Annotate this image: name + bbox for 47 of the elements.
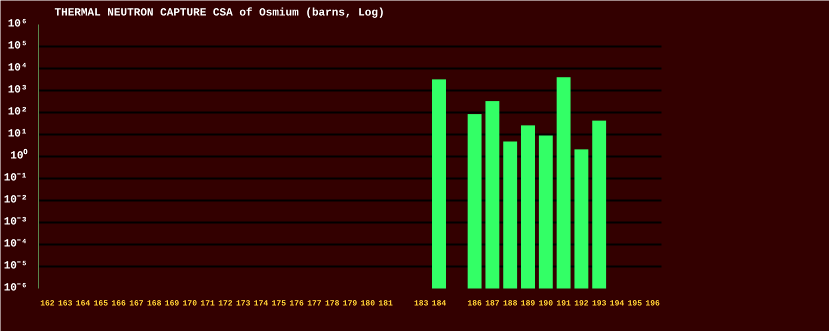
x-tick-label: 165 xyxy=(94,300,108,308)
y-tick-label: 10⁰ xyxy=(10,148,28,162)
x-tick-label: 191 xyxy=(556,300,571,308)
x-tick-label: 163 xyxy=(58,300,73,308)
x-tick-label: 186 xyxy=(467,300,482,308)
y-tick-label: 10⁶ xyxy=(8,18,28,30)
y-tick-label: 10² xyxy=(8,106,28,118)
x-tick-label: 173 xyxy=(236,300,251,308)
x-tick-label: 193 xyxy=(592,300,607,308)
x-tick-label: 192 xyxy=(574,300,589,308)
x-tick-label: 196 xyxy=(645,300,660,308)
x-tick-label: 178 xyxy=(325,300,340,308)
y-tick-label: 10⁻⁴ xyxy=(4,238,28,250)
x-tick-label: 168 xyxy=(147,300,162,308)
y-tick-label: 10⁻¹ xyxy=(4,172,28,184)
x-tick-label: 174 xyxy=(254,300,268,308)
y-tick-label: 10⁴ xyxy=(8,62,28,74)
y-tick-label: 10⁻² xyxy=(4,194,28,206)
chart-title: THERMAL NEUTRON CAPTURE CSA of Osmium (barns, Log) xyxy=(54,6,385,20)
x-tick-label: 172 xyxy=(218,300,233,308)
x-tick-label: 195 xyxy=(628,300,642,308)
x-tick-label: 170 xyxy=(182,300,198,308)
x-tick-label: 189 xyxy=(520,300,536,308)
x-tick-label: 162 xyxy=(40,300,55,308)
x-tick-label: 181 xyxy=(378,300,393,308)
x-tick-label: 194 xyxy=(610,300,624,308)
x-tick-label: 188 xyxy=(503,300,518,308)
y-tick-label: 10¹ xyxy=(8,128,28,140)
x-tick-label: 171 xyxy=(200,300,215,308)
x-tick-label: 190 xyxy=(538,300,554,308)
x-tick-label: 177 xyxy=(307,300,322,308)
x-tick-label: 166 xyxy=(111,300,126,308)
x-tick-label: 176 xyxy=(289,300,304,308)
x-tick-label: 175 xyxy=(272,300,286,308)
x-tick-label: 187 xyxy=(485,300,500,308)
x-tick-label: 164 xyxy=(76,300,90,308)
x-tick-label: 184 xyxy=(432,300,446,308)
y-tick-label: 10³ xyxy=(8,84,28,96)
x-tick-label: 167 xyxy=(129,300,144,308)
x-tick-label: 179 xyxy=(342,300,358,308)
x-tick-label: 180 xyxy=(360,300,376,308)
y-tick-label: 10⁻⁶ xyxy=(4,282,28,294)
y-tick-label: 10⁻³ xyxy=(4,216,28,228)
x-tick-label: 169 xyxy=(164,300,180,308)
x-tick-label: 183 xyxy=(414,300,429,308)
y-tick-label: 10⁻⁵ xyxy=(4,260,28,272)
y-tick-label: 10⁵ xyxy=(8,40,28,52)
